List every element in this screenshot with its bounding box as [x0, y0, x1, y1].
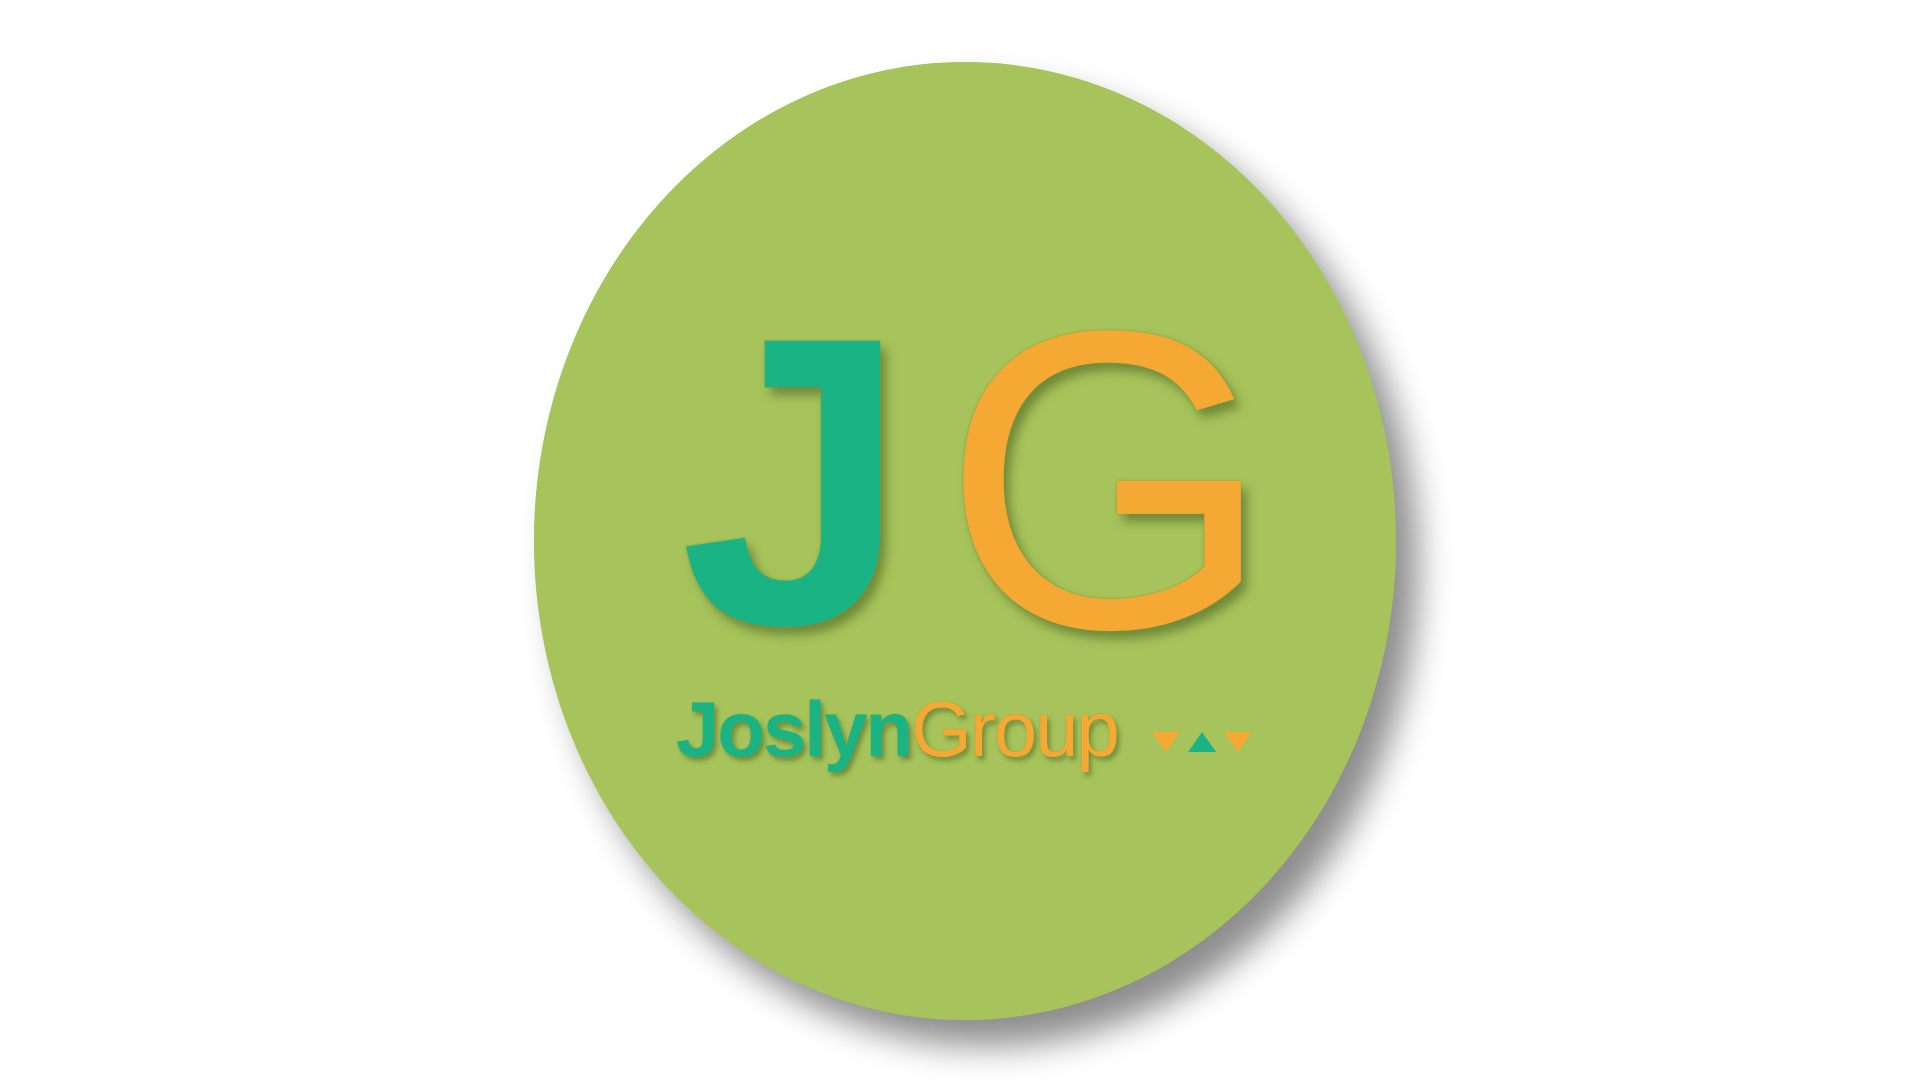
wordmark: JoslynGroup: [676, 690, 1120, 768]
down-triangle-icon: [1152, 732, 1180, 752]
up-triangle-icon: [1188, 732, 1216, 752]
badge-circle: [534, 62, 1396, 1020]
logo-badge: [534, 62, 1396, 1020]
wordmark-group: Group: [911, 685, 1120, 773]
monogram-j: J: [680, 252, 909, 710]
wordmark-joslyn: Joslyn: [676, 685, 913, 773]
triangle-marks: [1152, 732, 1252, 752]
down-triangle-icon: [1224, 732, 1252, 752]
monogram-g: G: [942, 243, 1273, 718]
